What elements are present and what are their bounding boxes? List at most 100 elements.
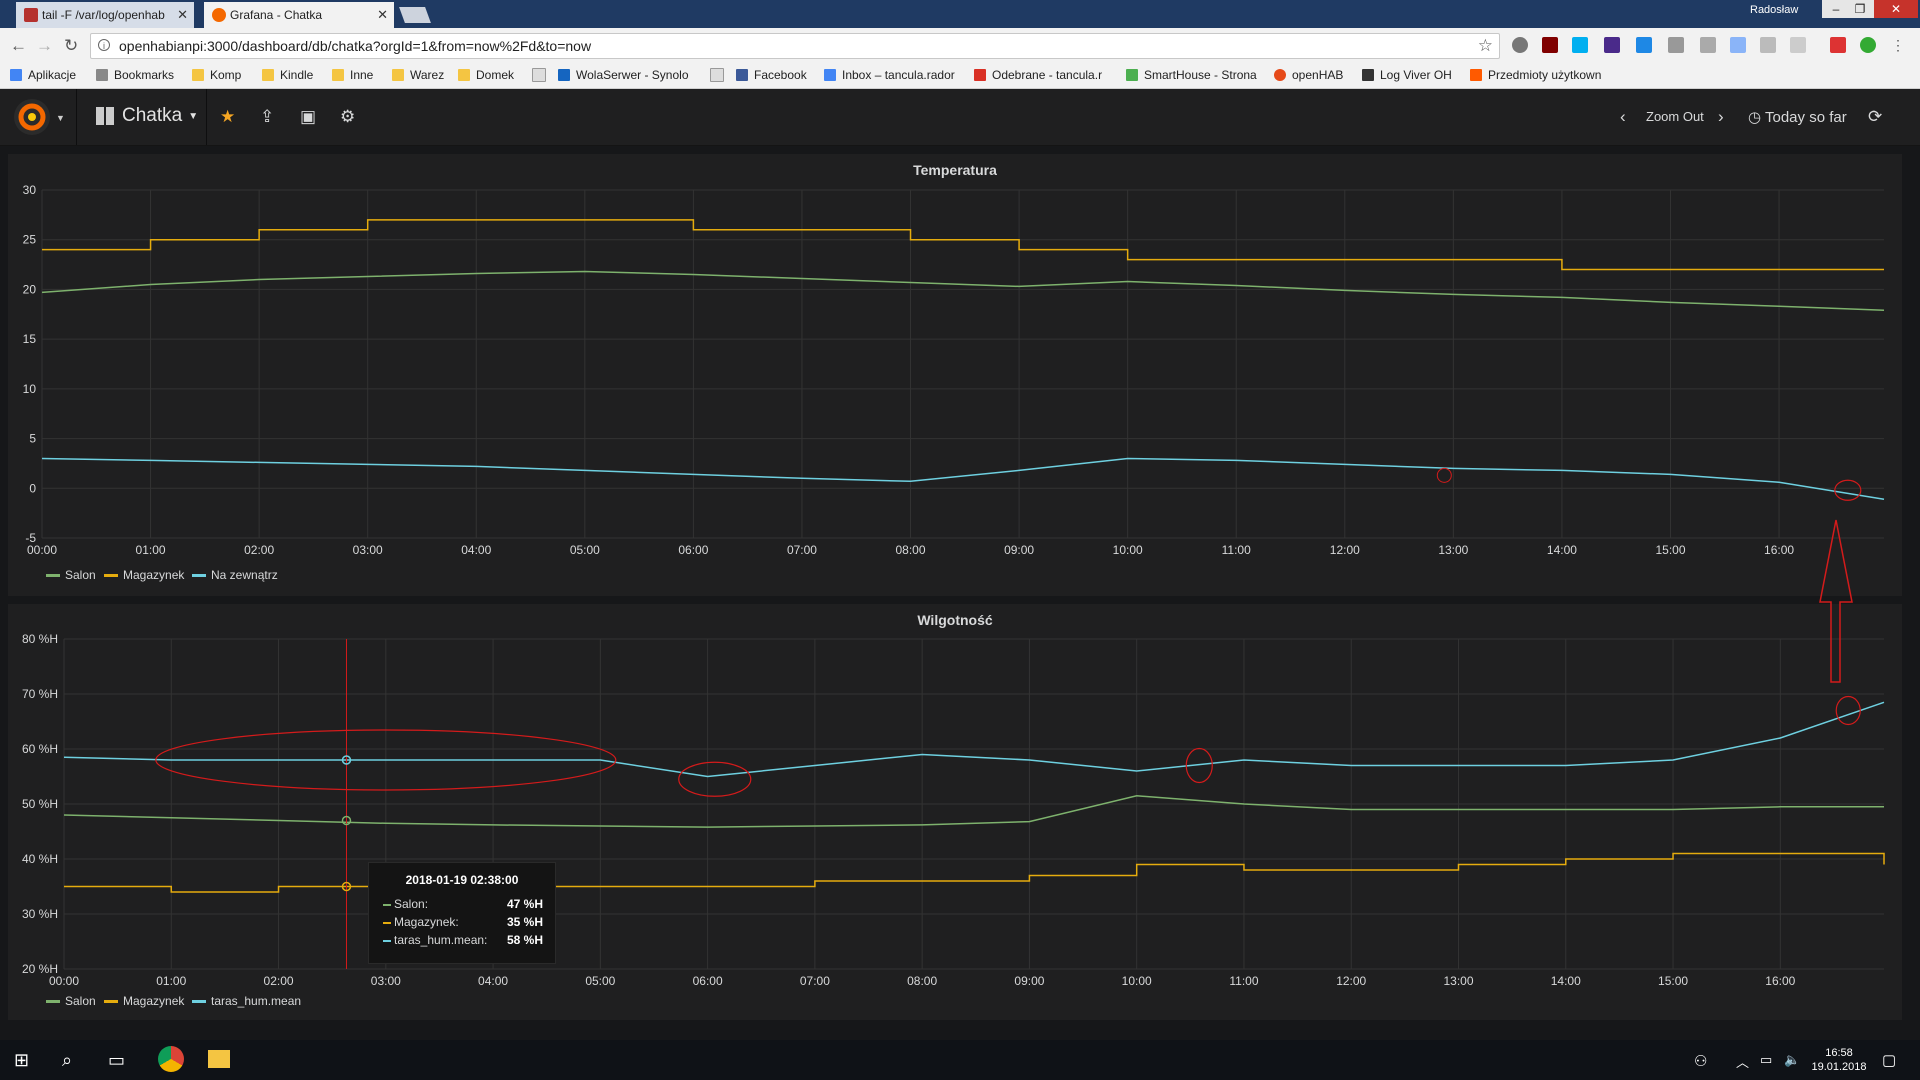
- new-tab-button[interactable]: [399, 7, 431, 23]
- window-user-name: Radosław: [1750, 4, 1799, 16]
- bookmark-logviewer[interactable]: Log Viver OH: [1362, 68, 1452, 82]
- bookmark-folder[interactable]: Inne: [332, 68, 373, 82]
- time-range-picker[interactable]: ◷ Today so far: [1748, 108, 1847, 126]
- refresh-icon[interactable]: ⟳: [1868, 107, 1883, 126]
- series-line-magazynek[interactable]: [64, 852, 1885, 893]
- extension-icon[interactable]: [1760, 37, 1776, 53]
- bookmark-wolaserwer[interactable]: WolaSerwer - Synolo: [558, 68, 689, 82]
- dashboard-picker[interactable]: Chatka ▼: [96, 105, 198, 127]
- extension-icon[interactable]: [1860, 37, 1876, 53]
- site-info-icon[interactable]: i: [98, 39, 110, 51]
- star-icon[interactable]: ★: [220, 107, 236, 126]
- settings-gear-icon[interactable]: ⚙: [340, 107, 356, 126]
- extension-icon[interactable]: [1636, 37, 1652, 53]
- bookmark-folder[interactable]: Domek: [458, 68, 514, 82]
- extension-icon[interactable]: [1668, 37, 1684, 53]
- tab-close-icon[interactable]: ✕: [377, 7, 388, 22]
- series-line-salon[interactable]: [41, 270, 1885, 312]
- x-tick-label: 15:00: [1655, 543, 1685, 557]
- browser-tab-grafana[interactable]: Grafana - Chatka ✕: [204, 2, 394, 28]
- zoom-out-button[interactable]: Zoom Out: [1646, 109, 1704, 124]
- bookmark-folder[interactable]: Warez: [392, 68, 444, 82]
- series-line-taras-hum-mean[interactable]: [63, 701, 1885, 778]
- series-line-salon[interactable]: [63, 795, 1884, 828]
- series-line-magazynek[interactable]: [42, 219, 1884, 271]
- x-tick-label: 05:00: [570, 543, 600, 557]
- extension-icon[interactable]: [1700, 37, 1716, 53]
- panel-title[interactable]: Temperatura: [913, 162, 997, 178]
- people-icon[interactable]: ⚇: [1694, 1053, 1708, 1070]
- y-tick-label: 40 %H: [22, 852, 58, 866]
- file-explorer-icon[interactable]: [208, 1050, 230, 1068]
- window-close-button[interactable]: ✕: [1874, 0, 1918, 18]
- bookmark-smarthouse[interactable]: SmartHouse - Strona: [1126, 68, 1257, 82]
- tray-chevron-icon[interactable]: ︿: [1736, 1055, 1750, 1070]
- extension-icon[interactable]: [1830, 37, 1846, 53]
- bookmark-bookmarks[interactable]: Bookmarks: [96, 68, 174, 82]
- folder-icon: [392, 69, 404, 81]
- series-line-na-zewn-trz[interactable]: [41, 457, 1885, 500]
- address-bar[interactable]: i openhabianpi:3000/dashboard/db/chatka?…: [90, 33, 1500, 59]
- bookmark-przedmioty[interactable]: Przedmioty użytkown: [1470, 68, 1601, 82]
- bookmark-inbox[interactable]: Inbox – tancula.rador: [824, 68, 955, 82]
- share-icon[interactable]: ⇪: [260, 107, 275, 126]
- bookmark-page[interactable]: [710, 68, 730, 82]
- bookmark-openhab[interactable]: openHAB: [1274, 68, 1343, 82]
- maximize-button[interactable]: ❐: [1846, 0, 1874, 18]
- legend-item-magazynek[interactable]: Magazynek: [104, 994, 184, 1008]
- y-tick-label: 20 %H: [22, 962, 58, 976]
- grafana-navbar: ▼ Chatka ▼ ★ ⇪ ▣ ⚙ ‹ Zoom Out › ◷ Today …: [0, 89, 1920, 146]
- chevron-right-icon[interactable]: ›: [1718, 107, 1724, 126]
- legend-item-salon[interactable]: Salon: [46, 994, 96, 1008]
- network-icon[interactable]: ▭: [1760, 1052, 1773, 1067]
- minimize-button[interactable]: –: [1822, 0, 1850, 18]
- grafana-logo-icon[interactable]: [14, 99, 50, 135]
- chrome-menu-icon[interactable]: ⋮: [1890, 37, 1906, 53]
- legend-item-outside[interactable]: Na zewnątrz: [192, 568, 278, 582]
- menu-caret-icon[interactable]: ▼: [56, 113, 65, 123]
- search-icon[interactable]: ⌕: [62, 1050, 73, 1070]
- extension-icon[interactable]: [1512, 37, 1528, 53]
- extension-icon[interactable]: [1730, 37, 1746, 53]
- legend-item-salon[interactable]: Salon: [46, 568, 96, 582]
- panel-title[interactable]: Wilgotność: [917, 612, 993, 628]
- bookmark-folder[interactable]: Komp: [192, 68, 241, 82]
- x-tick-label: 04:00: [461, 543, 491, 557]
- forward-icon[interactable]: →: [36, 36, 53, 55]
- save-icon[interactable]: ▣: [300, 107, 317, 126]
- x-tick-label: 15:00: [1658, 974, 1688, 988]
- extension-icon[interactable]: [1790, 37, 1806, 53]
- y-tick-label: 25: [23, 233, 37, 247]
- legend-swatch: [104, 573, 118, 577]
- x-tick-label: 06:00: [678, 543, 708, 557]
- tooltip-value: 35 %H: [506, 915, 543, 929]
- bookmark-apps[interactable]: Aplikacje: [10, 68, 76, 82]
- chevron-left-icon[interactable]: ‹: [1620, 107, 1626, 126]
- clock-icon: ◷: [1748, 109, 1762, 126]
- back-icon[interactable]: ←: [10, 36, 27, 55]
- bookmark-gmail[interactable]: Odebrane - tancula.r: [974, 68, 1102, 82]
- humidity-chart[interactable]: 80 %H 70 %H 60 %H 50 %H 40 %H 30 %H 20 %H00:00…: [8, 604, 1902, 1020]
- ublock-icon[interactable]: [1542, 37, 1558, 53]
- windows-start-icon[interactable]: ⊞: [14, 1050, 30, 1070]
- legend-swatch: [192, 573, 206, 577]
- skype-icon[interactable]: [1572, 37, 1588, 53]
- annotation-ellipse: [155, 729, 617, 791]
- chrome-taskbar-icon[interactable]: [158, 1046, 184, 1072]
- legend-item-magazynek[interactable]: Magazynek: [104, 568, 184, 582]
- bookmark-folder[interactable]: Kindle: [262, 68, 313, 82]
- reload-icon[interactable]: ↻: [64, 36, 79, 55]
- bookmark-star-icon[interactable]: ☆: [1477, 36, 1493, 55]
- tab-close-icon[interactable]: ✕: [177, 7, 188, 22]
- wunderlist-icon[interactable]: [1604, 37, 1620, 53]
- temperature-chart[interactable]: 30 25 20 15 10 5 0 -500:00 01:00 02:00 03:00 04:00 0…: [8, 154, 1902, 596]
- legend-item-taras[interactable]: taras_hum.mean: [192, 994, 301, 1008]
- task-view-icon[interactable]: ▭: [108, 1050, 126, 1070]
- bookmark-page[interactable]: [532, 68, 552, 82]
- volume-icon[interactable]: 🔈: [1784, 1052, 1801, 1067]
- x-tick-label: 10:00: [1113, 543, 1143, 557]
- browser-tab-terminal[interactable]: tail -F /var/log/openhab ✕: [16, 2, 194, 28]
- bookmark-facebook[interactable]: Facebook: [736, 68, 807, 82]
- tray-clock[interactable]: 16:58 19.01.2018: [1811, 1047, 1867, 1073]
- notifications-icon[interactable]: ▢: [1882, 1052, 1897, 1069]
